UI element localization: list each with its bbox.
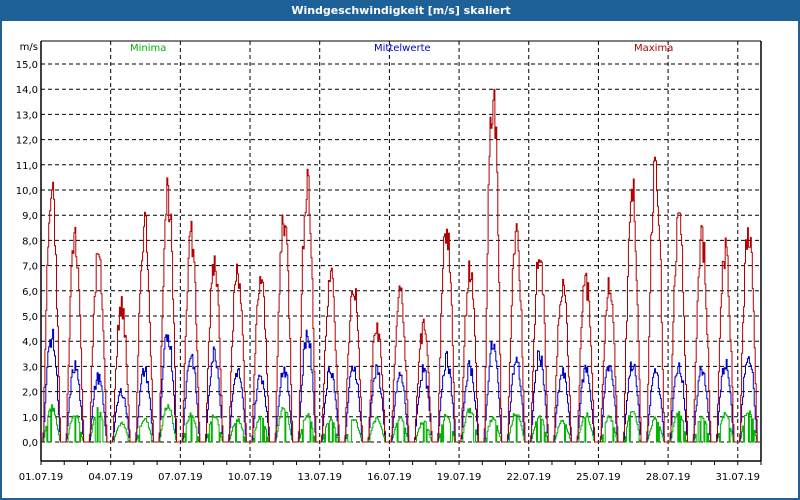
series-mittelwerte: [41, 328, 760, 443]
y-tick-label: 12,0: [16, 136, 38, 147]
legend-maxima: Maxima: [634, 43, 674, 54]
series-minima: [41, 404, 760, 443]
y-tick-label: 6,0: [22, 287, 38, 298]
x-tick-label: 10.07.19: [228, 472, 273, 483]
y-tick-label: 7,0: [22, 262, 38, 273]
x-tick-label: 13.07.19: [297, 472, 342, 483]
legend-minima: Minima: [130, 43, 167, 54]
x-tick-label: 16.07.19: [367, 472, 412, 483]
y-tick-label: 15,0: [16, 60, 38, 71]
x-tick-label: 04.07.19: [88, 472, 133, 483]
series-maxima: [41, 88, 760, 443]
x-tick-label: 28.07.19: [646, 472, 691, 483]
y-tick-label: 11,0: [16, 161, 38, 172]
x-tick-label: 07.07.19: [158, 472, 203, 483]
x-tick-label: 31.07.19: [716, 472, 761, 483]
chart-panel: 0,0 1,0 2,0 3,0 4,0 5,0 6,0 7,0 8,0 9,0 10,0 11,0 12…: [2, 21, 798, 498]
x-tick-label: 22.07.19: [506, 472, 551, 483]
y-tick-label: 2,0: [22, 388, 38, 399]
legend-mittelwerte: Mittelwerte: [374, 43, 431, 54]
y-tick-label: 14,0: [16, 85, 38, 96]
y-tick-label: 3,0: [22, 362, 38, 373]
y-tick-label: 4,0: [22, 337, 38, 348]
y-tick-label: 5,0: [22, 312, 38, 323]
y-tick-label: 13,0: [16, 110, 38, 121]
y-tick-label: 0,0: [22, 438, 38, 449]
x-tick-label: 19.07.19: [437, 472, 482, 483]
y-tick-label: 10,0: [16, 186, 38, 197]
y-tick-label: 1,0: [22, 413, 38, 424]
x-tick-label: 25.07.19: [576, 472, 621, 483]
y-tick-label: 9,0: [22, 211, 38, 222]
y-tick-label: 8,0: [22, 236, 38, 247]
window-title: Windgeschwindigkeit [m/s] skaliert: [1, 1, 800, 21]
x-tick-label: 01.07.19: [19, 472, 64, 483]
y-axis-unit: m/s: [20, 42, 38, 53]
line-chart: 0,0 1,0 2,0 3,0 4,0 5,0 6,0 7,0 8,0 9,0 10,0 11,0 12…: [16, 40, 762, 483]
